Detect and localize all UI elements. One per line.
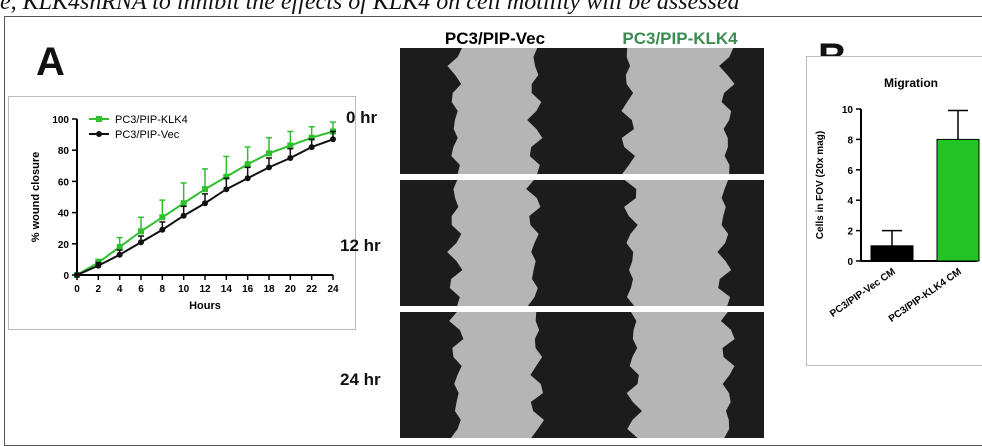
data-point [180,212,187,219]
data-point [223,173,230,180]
wound-gap [624,180,732,306]
data-point [116,251,123,258]
wound-gap [621,48,735,174]
data-point [95,262,102,269]
x-tick-label: 16 [242,284,254,295]
tile-vec-12hr [400,180,582,306]
data-point [330,136,336,143]
data-point [159,226,166,233]
y-tick-label: 100 [52,115,69,126]
data-point [159,214,166,221]
legend-label: PC3/PIP-KLK4 [115,114,188,126]
y-tick-label: 2 [847,227,853,238]
y-tick-label: 0 [63,271,69,282]
y-tick-label: 20 [58,240,70,251]
y-tick-label: 60 [58,177,70,188]
data-point [180,200,187,207]
category-label: PC3/PIP-Vec CM [828,266,898,319]
wound-gap [626,312,735,438]
series-line-1 [76,138,334,276]
column-label-klk4: PC3/PIP-KLK4 [622,29,738,48]
legend-marker [96,116,102,122]
x-tick-label: 12 [199,284,211,295]
data-point [138,239,144,246]
column-label-vec: PC3/PIP-Vec [444,29,546,48]
bar [936,138,980,262]
y-axis-label: Cells in FOV (20x mag) [815,131,826,239]
tile-klk4-0hr [582,48,764,174]
figure-caption: e, KLK4shRNA to inhibit the effects of K… [0,0,740,15]
y-tick-label: 0 [847,257,853,268]
data-point [266,150,272,157]
x-tick-label: 2 [96,284,102,295]
category-label: PC3/PIP-KLK4 CM [887,266,964,324]
x-tick-label: 20 [285,284,297,295]
tile-klk4-12hr [582,180,764,306]
row-label-12hr: 12 hr [340,236,381,255]
chart-title: Migration [884,76,938,90]
x-axis-label: Hours [189,300,221,312]
x-tick-label: 24 [327,284,339,295]
y-tick-label: 40 [58,209,70,220]
row-label-24hr: 24 hr [340,370,381,389]
data-point [138,228,144,235]
y-tick-label: 10 [842,105,854,116]
wound-closure-chart-box: 0 20 40 60 80 100 0 2 4 6 8 10 12 14 16 18 20 22 24 Hours% … [8,96,356,330]
x-tick-label: 8 [160,284,166,295]
data-point [74,272,80,278]
tile-vec-24hr [400,312,582,438]
x-tick-label: 6 [138,284,144,295]
wound-gap [449,312,545,438]
data-point [244,161,251,168]
bar [870,245,914,262]
tile-vec-0hr [400,48,582,174]
data-point [308,134,315,141]
data-point [202,200,208,207]
panel-a-letter: A [36,40,65,84]
legend-label: PC3/PIP-Vec [115,129,180,141]
migration-chart-box: Migration 0 2 4 6 8 10 Cells in FOV (20x mag) PC… [806,56,982,366]
y-tick-label: 4 [847,196,853,207]
data-point [287,142,294,149]
y-tick-label: 8 [847,135,853,146]
x-tick-label: 18 [263,284,275,295]
y-axis-label: % wound closure [30,152,42,242]
data-point [244,175,251,182]
data-point [223,186,230,193]
data-point [287,155,294,161]
x-tick-label: 0 [74,284,80,295]
wound-gap [447,48,543,174]
data-point [266,164,272,171]
data-point [202,186,208,193]
wound-gap [447,180,541,306]
y-tick-label: 80 [58,146,70,157]
tile-klk4-24hr [582,312,764,438]
migration-chart: Migration 0 2 4 6 8 10 Cells in FOV (20x mag) PC… [815,76,980,325]
y-tick-label: 6 [847,166,853,177]
legend-marker [96,131,102,137]
x-tick-label: 14 [221,284,233,295]
x-tick-label: 22 [306,284,318,295]
data-point [116,243,123,250]
x-tick-label: 10 [178,284,190,295]
x-tick-label: 4 [117,284,123,295]
data-point [308,144,315,151]
row-label-0hr: 0 hr [346,108,378,127]
